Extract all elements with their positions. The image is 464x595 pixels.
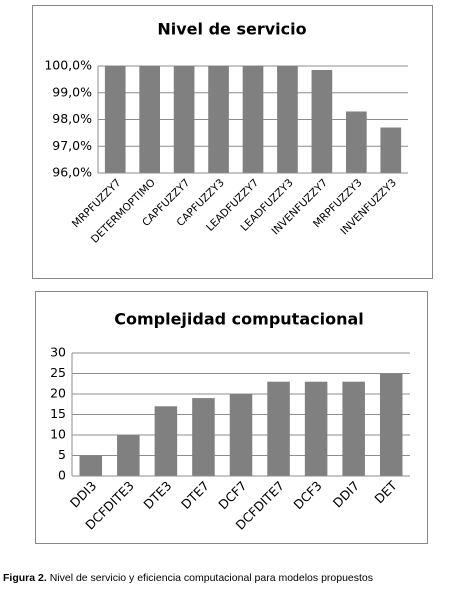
y-tick-label: 10 xyxy=(50,427,66,442)
bar xyxy=(117,435,140,476)
bar xyxy=(173,66,195,173)
y-tick-label: 25 xyxy=(50,365,66,380)
bar xyxy=(380,127,402,173)
bar xyxy=(79,455,103,476)
x-tick-label: DDI7 xyxy=(330,478,362,510)
bar xyxy=(229,394,253,476)
x-tick-label: DTE7 xyxy=(178,478,212,512)
bar xyxy=(139,66,160,173)
y-tick-label: 30 xyxy=(50,345,66,360)
x-tick-label: DCF3 xyxy=(290,478,324,512)
x-tick-label: DTE3 xyxy=(140,478,174,512)
bar xyxy=(208,66,229,173)
bar xyxy=(342,381,365,476)
bar xyxy=(267,381,290,476)
chart-frame xyxy=(32,5,433,279)
y-tick-label: 5 xyxy=(58,447,66,462)
y-tick-label: 20 xyxy=(50,386,66,401)
y-tick-label: 0 xyxy=(58,468,66,483)
y-tick-label: 100,0% xyxy=(44,58,92,73)
x-tick-label: DCF7 xyxy=(215,478,249,512)
bar xyxy=(277,66,298,173)
x-tick-label: DET xyxy=(371,478,400,507)
y-tick-label: 97,0% xyxy=(52,138,92,153)
y-tick-label: 99,0% xyxy=(52,84,92,99)
y-tick-label: 15 xyxy=(50,406,66,421)
chart-title: Complejidad computacional xyxy=(114,310,364,329)
chart-title: Nivel de servicio xyxy=(157,20,306,39)
caption-label: Figura 2. xyxy=(3,572,47,584)
caption: Figura 2. Nivel de servicio y eficiencia… xyxy=(3,572,373,584)
chart-frame xyxy=(35,291,428,544)
bar xyxy=(154,406,178,476)
bar xyxy=(346,111,367,173)
x-tick-label: DETERMOPTIMO xyxy=(89,177,158,246)
x-tick-label: DDI3 xyxy=(67,478,99,510)
bar xyxy=(104,66,126,173)
bar xyxy=(192,398,215,476)
bar xyxy=(311,70,333,173)
y-tick-label: 96,0% xyxy=(52,165,92,180)
bar xyxy=(379,373,403,476)
bar xyxy=(304,381,328,476)
caption-text: Nivel de servicio y eficiencia computaci… xyxy=(50,572,373,584)
bar xyxy=(242,66,264,173)
y-tick-label: 98,0% xyxy=(52,111,92,126)
